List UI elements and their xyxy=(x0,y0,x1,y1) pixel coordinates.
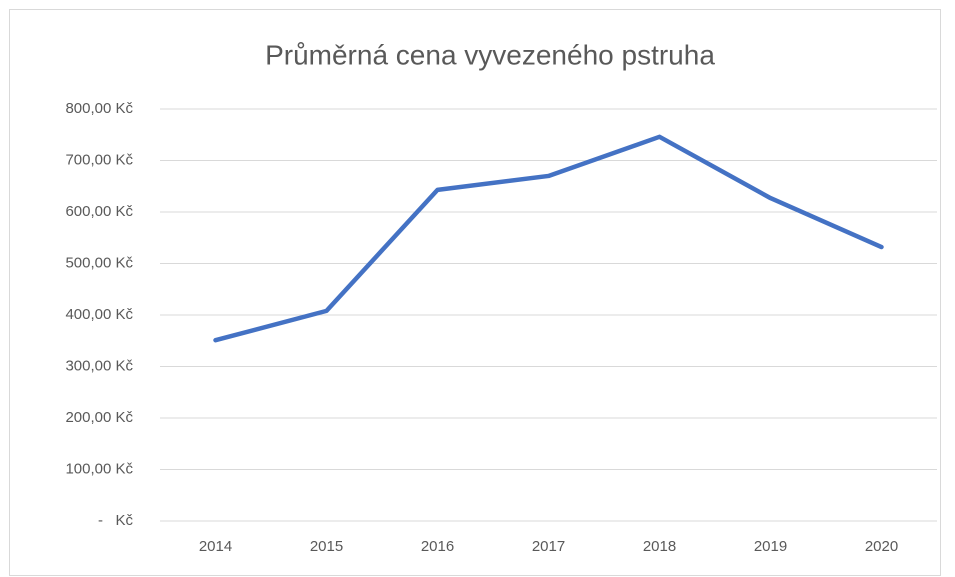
y-tick-label: - Kč xyxy=(98,512,134,529)
y-tick-label: 200,00 Kč xyxy=(65,409,133,426)
y-tick-label: 400,00 Kč xyxy=(65,306,133,323)
y-tick-label: 800,00 Kč xyxy=(65,100,133,117)
chart-border xyxy=(9,9,941,576)
x-tick-label: 2020 xyxy=(865,538,898,555)
y-tick-label: 100,00 Kč xyxy=(65,460,133,477)
y-tick-label: 700,00 Kč xyxy=(65,151,133,168)
x-tick-label: 2018 xyxy=(643,538,676,555)
line-series xyxy=(213,134,884,343)
x-tick-label: 2015 xyxy=(310,538,343,555)
y-tick-label: 500,00 Kč xyxy=(65,254,133,271)
y-tick-label: 300,00 Kč xyxy=(65,357,133,374)
x-tick-label: 2016 xyxy=(421,538,454,555)
chart-title: Průměrná cena vyvezeného pstruha xyxy=(265,39,715,70)
x-tick-label: 2014 xyxy=(199,538,232,555)
x-tick-label: 2017 xyxy=(532,538,565,555)
x-tick-label: 2019 xyxy=(754,538,787,555)
y-tick-label: 600,00 Kč xyxy=(65,203,133,220)
